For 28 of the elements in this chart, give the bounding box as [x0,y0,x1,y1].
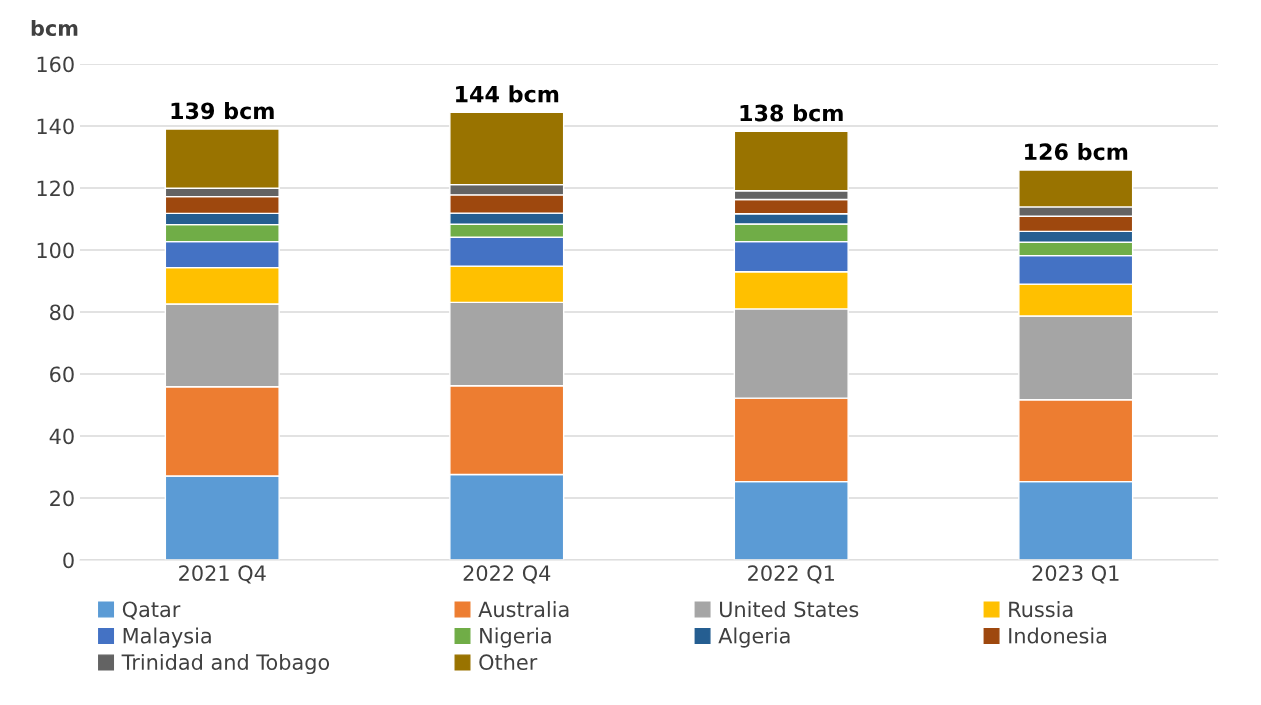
y-axis-title: bcm [31,19,78,37]
y-tick-label: 160 [37,56,74,73]
y-tick-label: 80 [50,304,74,321]
legend-label: Nigeria [480,627,551,648]
x-tick-label: 2021 Q4 [179,565,266,584]
y-tick-label: 140 [37,118,74,135]
y-tick-label: 0 [63,552,74,569]
y-tick-label: 20 [50,490,74,507]
legend-label: Malaysia [123,627,211,648]
total-label: 139 bcm [171,102,274,120]
y-tick-label: 100 [37,242,74,259]
y-tick-label: 40 [49,428,74,445]
legend-label: Qatar [122,601,181,620]
legend-label: Other [479,653,538,671]
legend-label: United States [720,601,859,618]
legend-label: Indonesia [1009,627,1107,644]
y-tick-label: 60 [50,366,74,383]
legend-label: Russia [1009,601,1073,618]
legend-label: Algeria [718,627,790,648]
legend-label: Trinidad and Tobago [121,653,330,675]
legend-label: Australia [478,601,569,618]
total-label: 126 bcm [1025,142,1128,161]
total-label: 144 bcm [456,85,559,103]
x-tick-label: 2022 Q1 [748,565,834,584]
total-label: 138 bcm [740,104,843,122]
x-tick-label: 2022 Q4 [463,565,551,584]
y-tick-label: 120 [37,180,74,197]
x-tick-label: 2023 Q1 [1032,565,1119,584]
